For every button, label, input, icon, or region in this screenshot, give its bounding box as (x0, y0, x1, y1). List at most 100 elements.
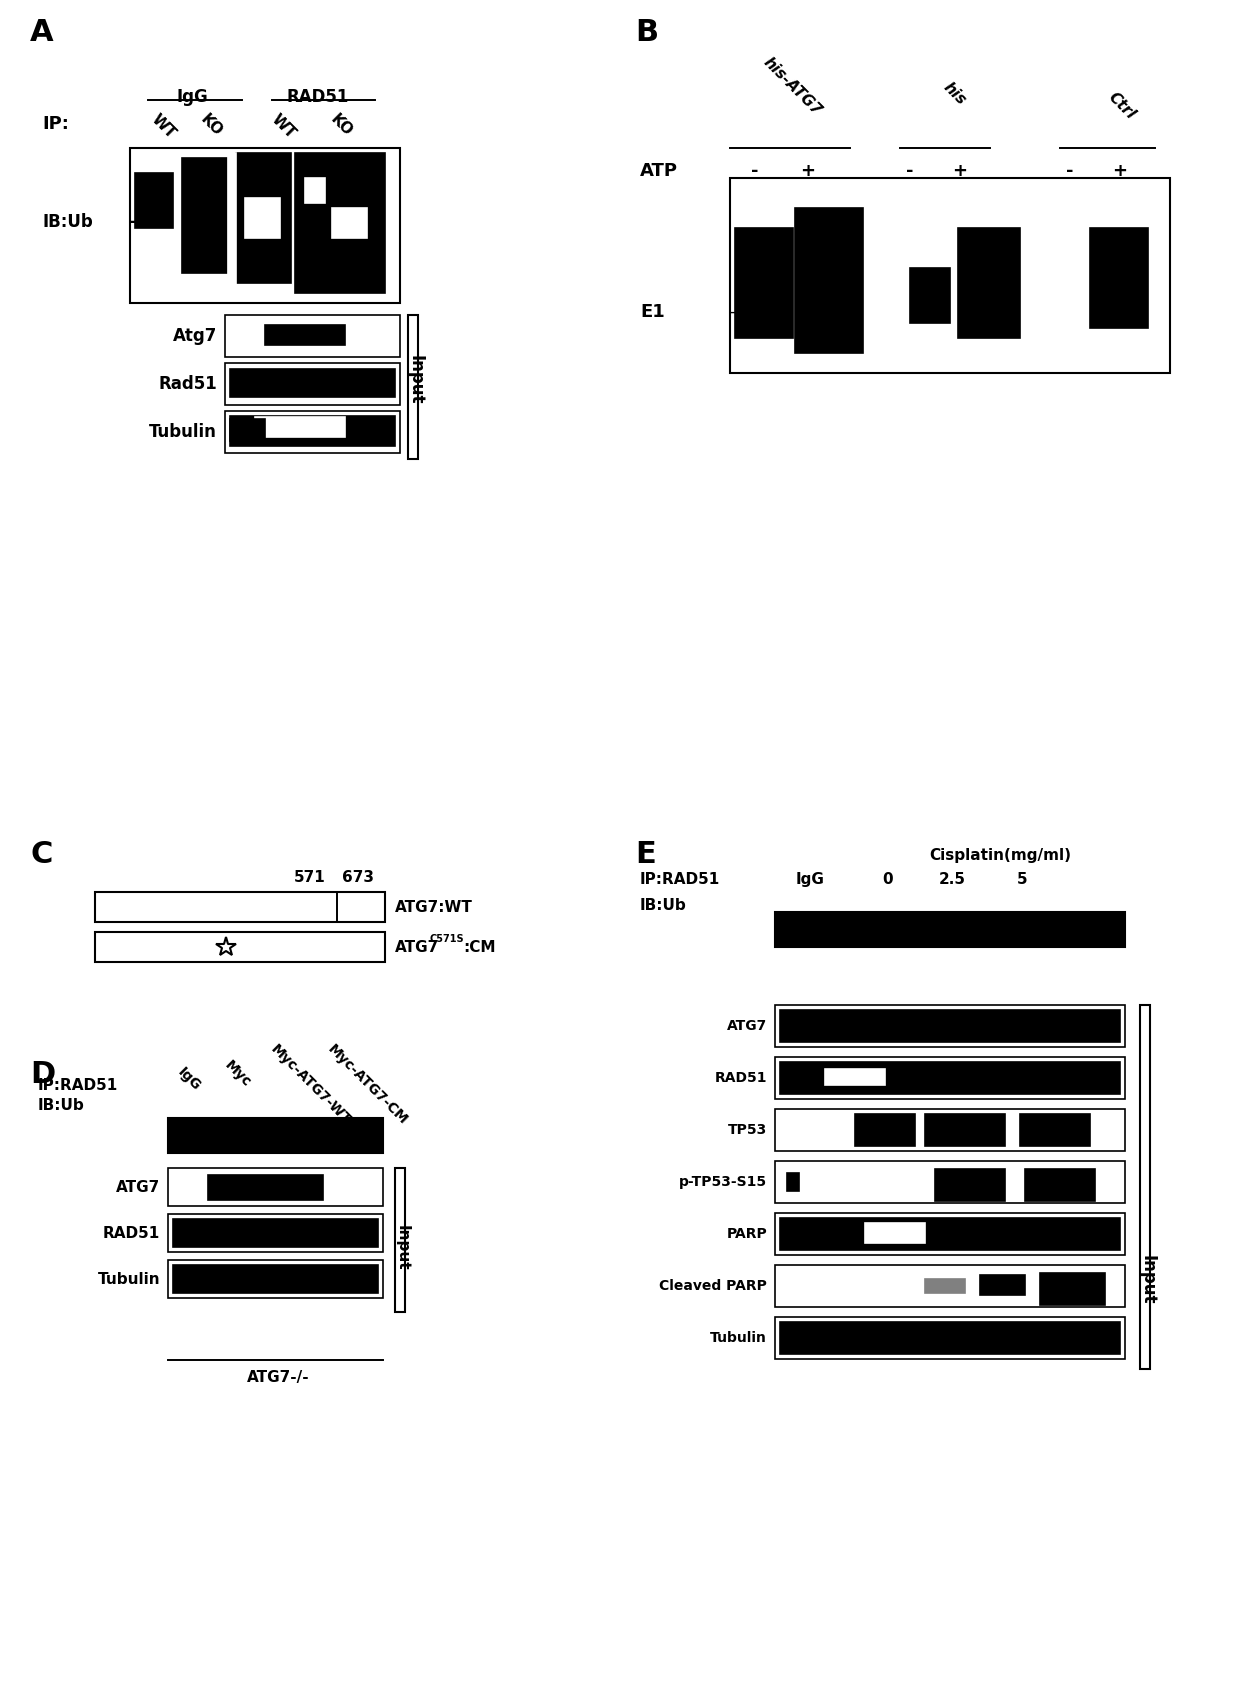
Text: Myc-ATG7-CM: Myc-ATG7-CM (325, 1042, 410, 1127)
Bar (295, 152, 384, 293)
Text: +: + (952, 162, 967, 179)
Bar (228, 152, 236, 298)
Text: 2.5: 2.5 (939, 871, 966, 887)
Bar (167, 1118, 383, 1152)
Text: E: E (635, 839, 656, 870)
Bar (1040, 1272, 1105, 1305)
Text: IP:RAD51: IP:RAD51 (640, 871, 720, 887)
Text: RAD51: RAD51 (103, 1225, 160, 1240)
Text: C571S: C571S (430, 934, 465, 944)
Text: ATG7:WT: ATG7:WT (396, 900, 472, 914)
Bar (95, 932, 384, 963)
Bar (255, 416, 345, 437)
Bar (332, 208, 367, 239)
Bar (856, 1113, 915, 1145)
Text: +: + (1112, 162, 1127, 179)
Bar (174, 1266, 378, 1293)
Text: his-ATG7: his-ATG7 (760, 56, 823, 118)
Text: WT: WT (268, 112, 298, 142)
Bar (229, 369, 396, 398)
Text: +: + (801, 162, 816, 179)
Text: Cisplatin(mg/ml): Cisplatin(mg/ml) (929, 848, 1071, 863)
Text: B: B (635, 19, 658, 47)
Text: his: his (940, 80, 968, 108)
Text: D: D (30, 1059, 56, 1090)
Bar (229, 416, 396, 447)
Bar (730, 178, 1171, 372)
Bar (980, 1276, 1025, 1294)
Text: Myc-ATG7-WT: Myc-ATG7-WT (268, 1042, 353, 1127)
Bar (224, 364, 401, 404)
Text: Ctrl: Ctrl (1105, 90, 1138, 124)
Text: IB:Ub: IB:Ub (38, 1098, 84, 1113)
Text: Tubulin: Tubulin (98, 1271, 160, 1286)
Bar (735, 228, 794, 338)
Bar (775, 1213, 1125, 1255)
Bar (775, 912, 1125, 948)
Text: p-TP53-S15: p-TP53-S15 (678, 1174, 768, 1189)
Bar (780, 1218, 1120, 1250)
Text: -: - (751, 162, 759, 179)
Bar (167, 1261, 383, 1298)
Bar (396, 1167, 405, 1311)
Bar (775, 1058, 1125, 1100)
Bar (925, 1279, 965, 1293)
Text: Myc: Myc (222, 1058, 254, 1090)
Bar (775, 1266, 1125, 1306)
Text: RAD51: RAD51 (286, 88, 350, 107)
Text: Tubulin: Tubulin (149, 423, 217, 442)
Bar (775, 1108, 1125, 1151)
Text: Input: Input (394, 1225, 409, 1271)
Text: A: A (30, 19, 53, 47)
Bar (408, 315, 418, 459)
Bar (265, 325, 345, 345)
Text: IgG: IgG (796, 871, 825, 887)
Bar (95, 892, 384, 922)
Text: ATG7: ATG7 (727, 1019, 768, 1034)
Text: :CM: :CM (463, 939, 496, 954)
Text: -: - (906, 162, 914, 179)
Text: -: - (1066, 162, 1074, 179)
Bar (236, 152, 291, 283)
Text: –: – (728, 303, 737, 321)
Bar (866, 1223, 925, 1244)
Text: 673: 673 (342, 870, 374, 885)
Bar (246, 198, 280, 239)
Text: KO: KO (329, 112, 356, 140)
Text: ATG7: ATG7 (396, 939, 439, 954)
Bar (1090, 228, 1148, 328)
Text: ATG7: ATG7 (115, 1179, 160, 1195)
Bar (167, 1167, 383, 1206)
Text: KO: KO (198, 112, 226, 140)
Bar (1140, 1005, 1149, 1369)
Text: Rad51: Rad51 (159, 376, 217, 393)
Bar (925, 1113, 1004, 1145)
Text: TP53: TP53 (728, 1123, 768, 1137)
Text: Cleaved PARP: Cleaved PARP (660, 1279, 768, 1293)
Text: Tubulin: Tubulin (711, 1332, 768, 1345)
Bar (935, 1169, 1004, 1201)
Bar (910, 267, 950, 323)
Bar (795, 208, 863, 354)
Bar (775, 1316, 1125, 1359)
Bar (959, 228, 1021, 338)
Text: IB:Ub: IB:Ub (640, 898, 687, 914)
Bar (229, 420, 265, 442)
Bar (780, 1063, 1120, 1095)
Text: 571: 571 (294, 870, 326, 885)
Text: IB:Ub: IB:Ub (42, 213, 93, 232)
Text: C: C (30, 839, 52, 870)
Bar (135, 173, 174, 228)
Bar (208, 1174, 322, 1200)
Bar (1025, 1169, 1095, 1201)
Bar (780, 1010, 1120, 1042)
Text: –: – (128, 213, 136, 232)
Bar (825, 1069, 885, 1085)
Text: IgG: IgG (175, 1064, 203, 1093)
Bar (224, 315, 401, 357)
Bar (775, 1161, 1125, 1203)
Bar (775, 1005, 1125, 1047)
Text: WT: WT (148, 112, 179, 142)
Bar (174, 1218, 378, 1247)
Text: Atg7: Atg7 (172, 327, 217, 345)
